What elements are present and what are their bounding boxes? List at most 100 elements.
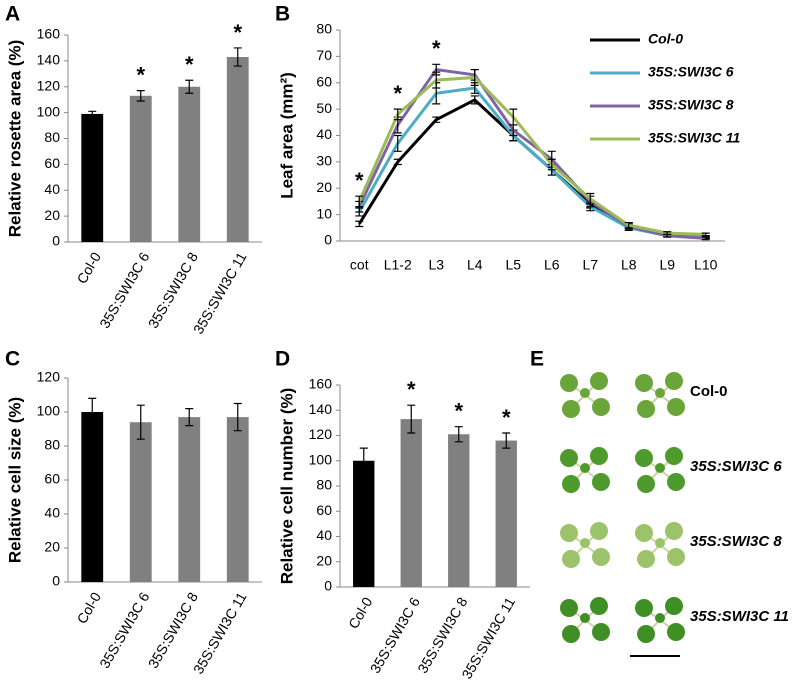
- error-bar: [393, 158, 402, 166]
- error-bar: [470, 68, 479, 86]
- panel-letter: D: [275, 348, 290, 371]
- y-tick-label: 60: [316, 73, 332, 89]
- y-axis-label: Relative cell number (%): [277, 388, 296, 585]
- leaf: [637, 475, 655, 493]
- error-bar: [393, 134, 402, 152]
- leaf: [560, 374, 578, 392]
- leaf: [655, 388, 665, 398]
- error-bar: [233, 402, 242, 432]
- x-tick-label: 35S:SWI3C 6: [96, 589, 152, 671]
- x-tick-label: 35S:SWI3C 11: [190, 589, 250, 676]
- leaf: [590, 447, 608, 465]
- bar: [400, 419, 422, 587]
- leaf: [655, 538, 665, 548]
- y-axis-label: Leaf area (mm²): [277, 72, 296, 199]
- leaf: [592, 473, 610, 491]
- x-tick-label: 35S:SWI3C 8: [414, 594, 470, 676]
- leaf: [560, 599, 578, 617]
- leaf: [562, 550, 580, 568]
- error-bar: [185, 79, 194, 94]
- x-tick-label: 35S:SWI3C 6: [96, 249, 152, 331]
- y-tick-label: 80: [316, 21, 332, 37]
- error-bar: [586, 192, 595, 205]
- bar: [495, 440, 517, 587]
- line: [357, 98, 706, 239]
- x-tick-label: 35S:SWI3C 8: [145, 249, 201, 331]
- significance: *: [393, 81, 402, 106]
- significance: *: [233, 20, 242, 45]
- leaf: [667, 473, 685, 491]
- leaf: [592, 548, 610, 566]
- error-bar: [432, 116, 441, 123]
- error-bar: [663, 231, 672, 236]
- leaf: [665, 522, 683, 540]
- x-tick-label: L5: [505, 257, 521, 273]
- x-tick-label: Col-0: [73, 589, 104, 626]
- y-tick-label: 30: [316, 153, 332, 169]
- y-tick-label: 0: [324, 232, 332, 248]
- x-tick-label: L6: [544, 257, 560, 273]
- y-tick-label: 0: [52, 233, 60, 249]
- error-bar: [502, 432, 511, 449]
- error-bar: [470, 95, 479, 105]
- leaf: [590, 522, 608, 540]
- x-tick-label: 35S:SWI3C 8: [145, 589, 201, 671]
- error-bar: [355, 195, 364, 208]
- x-tick-label: L7: [582, 257, 598, 273]
- leaf: [667, 398, 685, 416]
- y-tick-label: 60: [316, 502, 332, 518]
- y-tick-label: 40: [44, 505, 60, 521]
- y-tick-label: 60: [44, 471, 60, 487]
- error-bar: [359, 447, 368, 474]
- y-tick-label: 40: [316, 527, 332, 543]
- leaf: [665, 597, 683, 615]
- bar: [81, 412, 104, 582]
- bar: [448, 434, 470, 587]
- leaf: [667, 548, 685, 566]
- leaf: [655, 463, 665, 473]
- line: [357, 75, 706, 236]
- bar: [178, 417, 201, 582]
- leaf: [655, 613, 665, 623]
- y-axis-label: Relative rosette area (%): [5, 40, 24, 237]
- y-tick-label: 100: [37, 103, 61, 119]
- error-bar: [136, 90, 145, 102]
- x-tick-label: Col-0: [345, 594, 376, 631]
- error-bar: [509, 108, 518, 126]
- leaf: [667, 623, 685, 641]
- legend-label: 35S:SWI3C 6: [648, 64, 734, 80]
- y-tick-label: 10: [316, 205, 332, 221]
- y-tick-label: 20: [316, 179, 332, 195]
- bar: [81, 113, 104, 242]
- y-tick-label: 20: [44, 207, 60, 223]
- leaf: [637, 400, 655, 418]
- genotype-label: Col-0: [690, 383, 728, 400]
- leaf: [580, 538, 590, 548]
- leaf: [562, 625, 580, 643]
- bar: [178, 86, 201, 242]
- significance: *: [136, 62, 145, 87]
- error-bar: [432, 71, 441, 89]
- y-tick-label: 120: [309, 426, 333, 442]
- leaf: [560, 449, 578, 467]
- error-bar: [624, 221, 633, 229]
- y-tick-label: 40: [44, 181, 60, 197]
- significance: *: [432, 36, 441, 61]
- leaf: [580, 388, 590, 398]
- y-tick-label: 20: [316, 552, 332, 568]
- genotype-label: 35S:SWI3C 8: [690, 533, 782, 550]
- legend-label: 35S:SWI3C 11: [648, 130, 741, 146]
- bar: [226, 417, 249, 582]
- bar: [353, 460, 375, 587]
- leaf: [562, 400, 580, 418]
- y-tick-label: 100: [309, 451, 333, 467]
- error-bar: [88, 110, 97, 118]
- y-tick-label: 120: [37, 77, 61, 93]
- error-bar: [547, 158, 556, 171]
- y-tick-label: 50: [316, 100, 332, 116]
- leaf: [637, 550, 655, 568]
- error-bar: [407, 404, 416, 434]
- error-bar: [701, 232, 710, 237]
- error-bar: [393, 108, 402, 121]
